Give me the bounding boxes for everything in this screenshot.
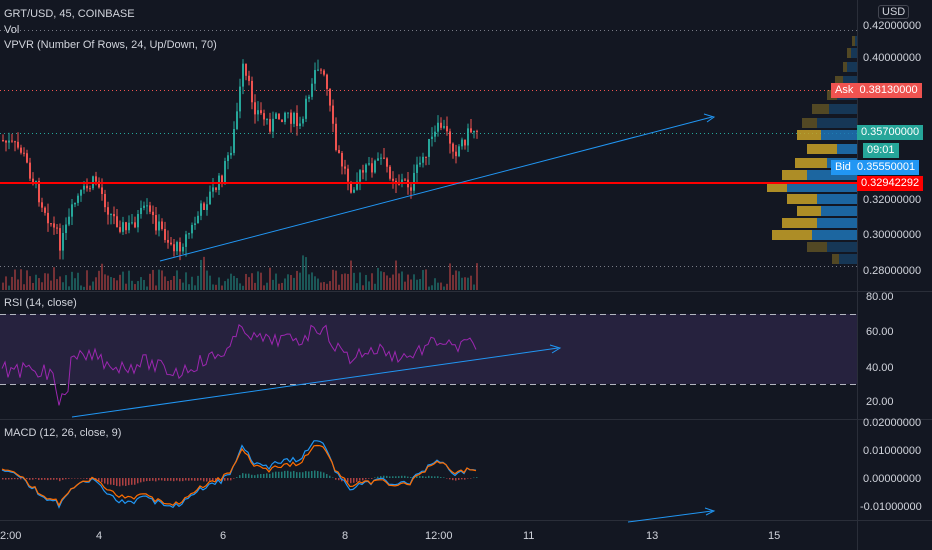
trendline-price[interactable] [159,113,716,262]
macd-indicator-label[interactable]: MACD (12, 26, close, 9) [4,427,122,439]
time-tick: 13 [646,530,659,542]
macd-tick: -0.01000000 [860,501,922,513]
time-tick: 2:00 [0,530,22,542]
currency-button[interactable]: USD [878,5,910,19]
countdown-tag: 09:01 [863,143,899,158]
time-tick: 12:00 [425,530,453,542]
symbol-title[interactable]: GRT/USD, 45, COINBASE [4,8,135,20]
time-tick: 15 [768,530,781,542]
trendline-macd[interactable] [627,507,716,523]
macd-tick: 0.02000000 [863,417,922,429]
vpvr-histogram [767,36,857,264]
macd-tick: 0.01000000 [863,445,922,457]
volume-bars [2,255,478,290]
price-tick: 0.40000000 [863,52,922,64]
price-tick: 0.32000000 [863,194,922,206]
rsi-band [0,314,857,384]
signal-line [1,444,477,507]
ask-price-tag: Ask 0.38130000 [831,83,922,98]
vpvr-indicator-label[interactable]: VPVR (Number Of Rows, 24, Up/Down, 70) [4,39,217,51]
bid-price-tag: Bid 0.35550001 [831,160,920,175]
price-tick: 0.28000000 [863,265,922,277]
hline-price-tag: 0.32942292 [857,176,924,191]
time-tick: 6 [220,530,227,542]
macd-tick: 0.00000000 [863,473,922,485]
volume-indicator-label[interactable]: Vol [4,24,20,36]
candlesticks[interactable] [2,59,478,261]
rsi-line [1,323,477,406]
time-tick: 4 [96,530,103,542]
rsi-tick: 80.00 [866,291,894,303]
rsi-tick: 60.00 [866,326,894,338]
macd-line [1,440,477,509]
rsi-indicator-label[interactable]: RSI (14, close) [4,297,77,309]
time-tick: 8 [342,530,349,542]
price-tick: 0.42000000 [863,20,922,32]
macd-histogram [2,470,478,487]
rsi-tick: 40.00 [866,362,894,374]
last-price-tag: 0.35700000 [857,125,924,140]
time-tick: 11 [523,530,535,542]
price-tick: 0.30000000 [863,229,922,241]
trendline-rsi[interactable] [71,344,562,418]
rsi-tick: 20.00 [866,396,894,408]
